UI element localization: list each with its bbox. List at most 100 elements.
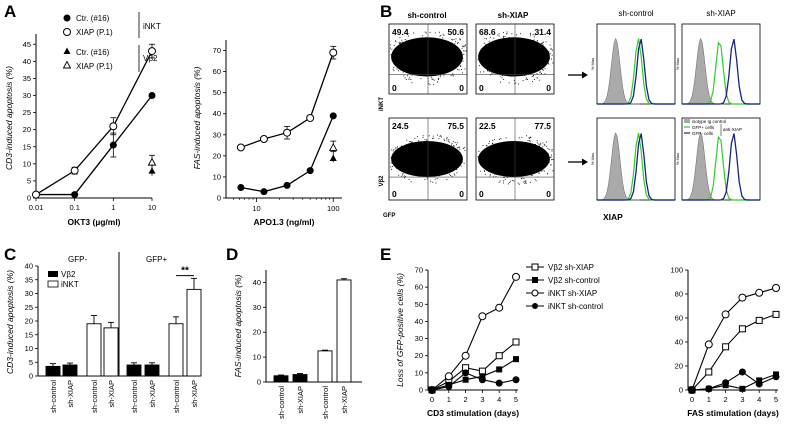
flow-dot xyxy=(546,141,548,143)
histogram-y-label: % Max xyxy=(675,58,680,70)
flow-dot xyxy=(550,156,552,158)
flow-dot xyxy=(538,79,540,81)
hist-legend-gfpplus: GFP+ cells xyxy=(692,125,715,130)
flow-dot xyxy=(501,40,502,42)
flow-dot xyxy=(448,139,450,141)
flow-dot xyxy=(434,178,436,180)
e-right-point xyxy=(755,316,763,324)
flow-dot xyxy=(525,180,527,182)
flow-quad-ul: 68.6 xyxy=(479,27,496,37)
flow-dot xyxy=(452,74,454,76)
c-xtick-label: sh-XIAP xyxy=(148,380,157,408)
c-xtick-label: sh-control xyxy=(49,380,58,413)
flow-dot xyxy=(505,137,507,139)
flow-dot xyxy=(390,157,392,159)
histogram-gfp-minus xyxy=(682,38,760,105)
flow-dot xyxy=(401,39,403,41)
flow-dot xyxy=(507,142,509,144)
flow-quad-lr: 0 xyxy=(546,189,551,199)
flow-dot xyxy=(524,75,526,77)
flow-dot xyxy=(452,75,454,77)
flow-dot xyxy=(459,153,461,155)
a-left-ytick-label: 45 xyxy=(23,40,31,49)
flow-dot xyxy=(548,63,550,65)
flow-row1-label: iNKT xyxy=(379,97,385,111)
flow-dot xyxy=(513,79,515,81)
a-left-xtick-label: 0.01 xyxy=(29,203,44,212)
flow-dot xyxy=(457,68,459,70)
flow-dot xyxy=(551,149,553,150)
flow-dot xyxy=(543,148,544,150)
e-left-point xyxy=(428,386,436,394)
flow-dot xyxy=(484,67,486,68)
flow-dot xyxy=(506,31,508,33)
flow-dot xyxy=(524,182,526,184)
a-right-point xyxy=(236,143,245,152)
flow-dot xyxy=(404,39,406,41)
flow-dot xyxy=(536,77,538,79)
flow-dot xyxy=(449,173,450,175)
flow-dot xyxy=(411,74,413,76)
a-left-point xyxy=(70,166,79,175)
flow-dot xyxy=(498,181,500,183)
flow-dot xyxy=(390,162,392,164)
flow-dot xyxy=(453,144,455,146)
flow-dot xyxy=(424,139,426,141)
flow-dot xyxy=(431,76,433,78)
flow-dot xyxy=(391,149,393,151)
a-right-triangle xyxy=(329,154,337,161)
flow-dot xyxy=(508,183,509,185)
flow-dot xyxy=(497,39,499,41)
flow-dot xyxy=(450,174,452,176)
flow-dot xyxy=(552,49,553,51)
flow-dot xyxy=(503,31,505,33)
arrow-row2 xyxy=(568,158,588,166)
flow-dot xyxy=(518,83,519,85)
flow-dot xyxy=(440,34,442,36)
legend-a-group-inkt: iNKT xyxy=(143,22,161,31)
e-right-point xyxy=(722,343,730,351)
flow-dot xyxy=(540,142,542,144)
flow-dot xyxy=(391,156,393,158)
flow-dot xyxy=(508,37,510,39)
flow-dot xyxy=(459,38,461,40)
flow-dot xyxy=(545,41,547,43)
e-right-ytick-label: 100 xyxy=(670,266,683,275)
flow-dot xyxy=(483,42,485,44)
a-left-point xyxy=(109,122,118,131)
flow-dot xyxy=(500,138,502,139)
flow-dot xyxy=(440,74,442,76)
flow-dot xyxy=(499,143,501,145)
flow-dot xyxy=(459,159,461,161)
e-right-ytick-label: 20 xyxy=(675,362,683,371)
flow-dot xyxy=(480,157,482,159)
flow-dot xyxy=(480,48,482,50)
e-right-point xyxy=(722,379,730,387)
flow-dot xyxy=(503,79,505,80)
flow-dot xyxy=(525,182,527,184)
e-left-ytick-label: 30 xyxy=(415,334,423,343)
flow-dot xyxy=(403,175,405,177)
flow-dot xyxy=(544,49,546,51)
e-left-point xyxy=(495,303,504,312)
flow-dot xyxy=(456,144,458,146)
flow-dot xyxy=(460,161,462,163)
flow-dot xyxy=(502,180,504,182)
flow-dot xyxy=(506,177,508,179)
flow-dot xyxy=(432,78,434,80)
flow-dot xyxy=(478,151,480,152)
panel-b-histograms: sh-control sh-XIAP % Max% Max% Max% Max … xyxy=(590,9,761,222)
e-left-point xyxy=(495,352,503,360)
a-left-triangle xyxy=(148,167,156,174)
e-right-point xyxy=(755,288,764,297)
flow-dot xyxy=(408,179,410,181)
flow-dot xyxy=(528,137,530,138)
flow-dot xyxy=(464,50,466,52)
flow-dot xyxy=(399,43,401,45)
flow-quad-lr: 0 xyxy=(459,83,464,93)
flow-dot xyxy=(536,41,538,43)
flow-dot xyxy=(549,44,551,46)
flow-dot xyxy=(426,139,428,141)
e-right-ytick-label: 80 xyxy=(675,290,683,299)
flow-dot xyxy=(439,35,441,37)
